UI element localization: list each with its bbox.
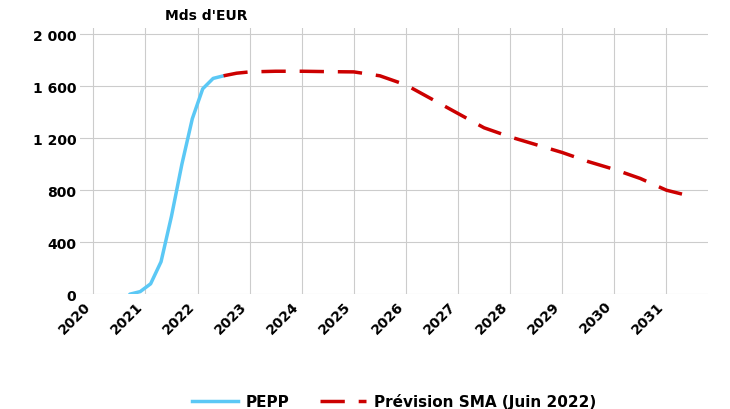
Prévision SMA (Juin 2022) bbox=[375, 74, 384, 79]
Prévision SMA (Juin 2022) bbox=[428, 97, 437, 102]
PEPP bbox=[188, 117, 196, 122]
PEPP bbox=[157, 260, 166, 265]
Prévision SMA (Juin 2022) bbox=[323, 70, 332, 75]
Prévision SMA (Juin 2022) bbox=[453, 112, 462, 117]
PEPP bbox=[177, 162, 186, 167]
Prévision SMA (Juin 2022) bbox=[350, 70, 358, 75]
Prévision SMA (Juin 2022) bbox=[297, 70, 306, 74]
Prévision SMA (Juin 2022) bbox=[272, 70, 280, 74]
Prévision SMA (Juin 2022) bbox=[245, 70, 254, 75]
Prévision SMA (Juin 2022) bbox=[610, 168, 619, 173]
PEPP bbox=[219, 74, 228, 79]
Prévision SMA (Juin 2022) bbox=[662, 188, 671, 193]
PEPP bbox=[199, 87, 207, 92]
Prévision SMA (Juin 2022) bbox=[636, 177, 645, 182]
Prévision SMA (Juin 2022) bbox=[584, 160, 593, 165]
Line: PEPP: PEPP bbox=[130, 76, 223, 294]
Prévision SMA (Juin 2022) bbox=[232, 72, 241, 76]
Line: Prévision SMA (Juin 2022): Prévision SMA (Juin 2022) bbox=[223, 72, 682, 195]
Prévision SMA (Juin 2022) bbox=[402, 83, 410, 88]
Prévision SMA (Juin 2022) bbox=[677, 192, 686, 197]
PEPP bbox=[209, 77, 218, 82]
Text: Mds d'EUR: Mds d'EUR bbox=[165, 9, 247, 23]
PEPP bbox=[146, 282, 155, 287]
Prévision SMA (Juin 2022) bbox=[558, 151, 566, 155]
PEPP bbox=[136, 290, 145, 294]
Legend: PEPP, Prévision SMA (Juin 2022): PEPP, Prévision SMA (Juin 2022) bbox=[186, 387, 602, 409]
PEPP bbox=[167, 214, 176, 219]
PEPP bbox=[126, 292, 134, 297]
Prévision SMA (Juin 2022) bbox=[506, 135, 515, 140]
Prévision SMA (Juin 2022) bbox=[531, 143, 540, 148]
Prévision SMA (Juin 2022) bbox=[480, 126, 488, 131]
Prévision SMA (Juin 2022) bbox=[219, 74, 228, 79]
